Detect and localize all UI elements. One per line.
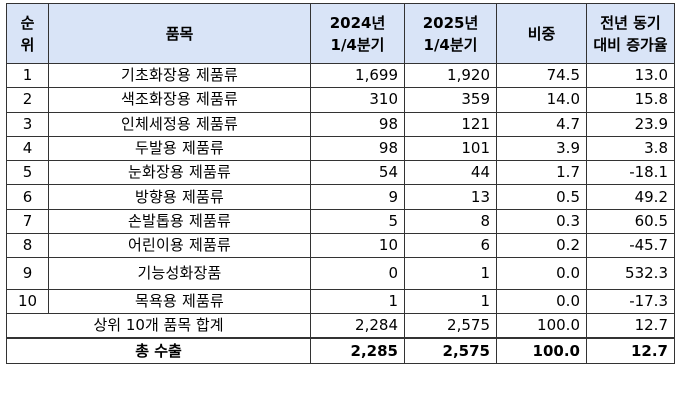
total-yoy: 12.7 — [586, 337, 675, 364]
value-2025-cell: 1 — [404, 289, 497, 315]
yoy-cell: 23.9 — [586, 111, 675, 137]
yoy-cell: 49.2 — [586, 184, 675, 210]
header-item: 품목 — [48, 3, 311, 64]
value-2024-cell: 54 — [310, 160, 405, 186]
item-cell: 인체세정용 제품류 — [48, 111, 311, 137]
total-2024: 2,285 — [310, 337, 405, 364]
value-2024-cell: 9 — [310, 184, 405, 210]
table-row: 2 색조화장용 제품류 310 359 14.0 15.8 — [6, 87, 675, 113]
share-cell: 74.5 — [496, 62, 587, 89]
share-cell: 3.9 — [496, 135, 587, 162]
total-label: 총 수출 — [6, 337, 311, 364]
item-cell: 두발용 제품류 — [48, 135, 311, 162]
value-2025-cell: 1,920 — [404, 62, 497, 89]
value-2025-cell: 1 — [404, 257, 497, 291]
value-2025-cell: 359 — [404, 87, 497, 113]
value-2025-cell: 13 — [404, 184, 497, 210]
share-cell: 4.7 — [496, 111, 587, 137]
rank-cell: 7 — [6, 208, 49, 235]
total-2025: 2,575 — [404, 337, 497, 364]
value-2024-cell: 310 — [310, 87, 405, 113]
rank-cell: 1 — [6, 62, 49, 89]
yoy-cell: -45.7 — [586, 233, 675, 259]
value-2024-cell: 1,699 — [310, 62, 405, 89]
table-row: 9 기능성화장품 0 1 0.0 532.3 — [6, 257, 675, 291]
table-row: 7 손발톱용 제품류 5 8 0.3 60.5 — [6, 208, 675, 235]
value-2024-cell: 0 — [310, 257, 405, 291]
share-cell: 0.5 — [496, 184, 587, 210]
item-cell: 눈화장용 제품류 — [48, 160, 311, 186]
header-yoy: 전년 동기 대비 증가율 — [586, 3, 675, 64]
value-2024-cell: 1 — [310, 289, 405, 315]
item-cell: 기초화장용 제품류 — [48, 62, 311, 89]
table-row: 4 두발용 제품류 98 101 3.9 3.8 — [6, 135, 675, 162]
rank-cell: 9 — [6, 257, 49, 291]
header-share: 비중 — [496, 3, 587, 64]
rank-cell: 3 — [6, 111, 49, 137]
item-cell: 기능성화장품 — [48, 257, 311, 291]
yoy-cell: 15.8 — [586, 87, 675, 113]
share-cell: 0.3 — [496, 208, 587, 235]
subtotal-2025: 2,575 — [404, 313, 497, 339]
rank-cell: 4 — [6, 135, 49, 162]
yoy-cell: 3.8 — [586, 135, 675, 162]
yoy-cell: -17.3 — [586, 289, 675, 315]
item-cell: 목욕용 제품류 — [48, 289, 311, 315]
header-2025: 2025년 1/4분기 — [404, 3, 497, 64]
value-2025-cell: 121 — [404, 111, 497, 137]
share-cell: 1.7 — [496, 160, 587, 186]
value-2025-cell: 6 — [404, 233, 497, 259]
yoy-cell: 532.3 — [586, 257, 675, 291]
yoy-cell: -18.1 — [586, 160, 675, 186]
subtotal-row: 상위 10개 품목 합계 2,284 2,575 100.0 12.7 — [6, 313, 675, 339]
yoy-cell: 60.5 — [586, 208, 675, 235]
item-cell: 손발톱용 제품류 — [48, 208, 311, 235]
table-row: 8 어린이용 제품류 10 6 0.2 -45.7 — [6, 233, 675, 259]
yoy-cell: 13.0 — [586, 62, 675, 89]
header-2024: 2024년 1/4분기 — [310, 3, 405, 64]
item-cell: 어린이용 제품류 — [48, 233, 311, 259]
rank-cell: 8 — [6, 233, 49, 259]
subtotal-yoy: 12.7 — [586, 313, 675, 339]
table-row: 1 기초화장용 제품류 1,699 1,920 74.5 13.0 — [6, 62, 675, 89]
table-row: 3 인체세정용 제품류 98 121 4.7 23.9 — [6, 111, 675, 137]
subtotal-share: 100.0 — [496, 313, 587, 339]
value-2025-cell: 44 — [404, 160, 497, 186]
rank-cell: 2 — [6, 87, 49, 113]
value-2025-cell: 101 — [404, 135, 497, 162]
share-cell: 0.0 — [496, 257, 587, 291]
total-share: 100.0 — [496, 337, 587, 364]
table-row: 5 눈화장용 제품류 54 44 1.7 -18.1 — [6, 160, 675, 186]
rank-cell: 10 — [6, 289, 49, 315]
value-2024-cell: 5 — [310, 208, 405, 235]
item-cell: 방향용 제품류 — [48, 184, 311, 210]
value-2024-cell: 10 — [310, 233, 405, 259]
rank-cell: 6 — [6, 184, 49, 210]
value-2024-cell: 98 — [310, 135, 405, 162]
share-cell: 0.2 — [496, 233, 587, 259]
total-row: 총 수출 2,285 2,575 100.0 12.7 — [6, 337, 675, 364]
value-2025-cell: 8 — [404, 208, 497, 235]
table-row: 10 목욕용 제품류 1 1 0.0 -17.3 — [6, 289, 675, 315]
value-2024-cell: 98 — [310, 111, 405, 137]
item-cell: 색조화장용 제품류 — [48, 87, 311, 113]
subtotal-label: 상위 10개 품목 합계 — [6, 313, 311, 339]
share-cell: 0.0 — [496, 289, 587, 315]
share-cell: 14.0 — [496, 87, 587, 113]
rank-cell: 5 — [6, 160, 49, 186]
subtotal-2024: 2,284 — [310, 313, 405, 339]
table-row: 6 방향용 제품류 9 13 0.5 49.2 — [6, 184, 675, 210]
